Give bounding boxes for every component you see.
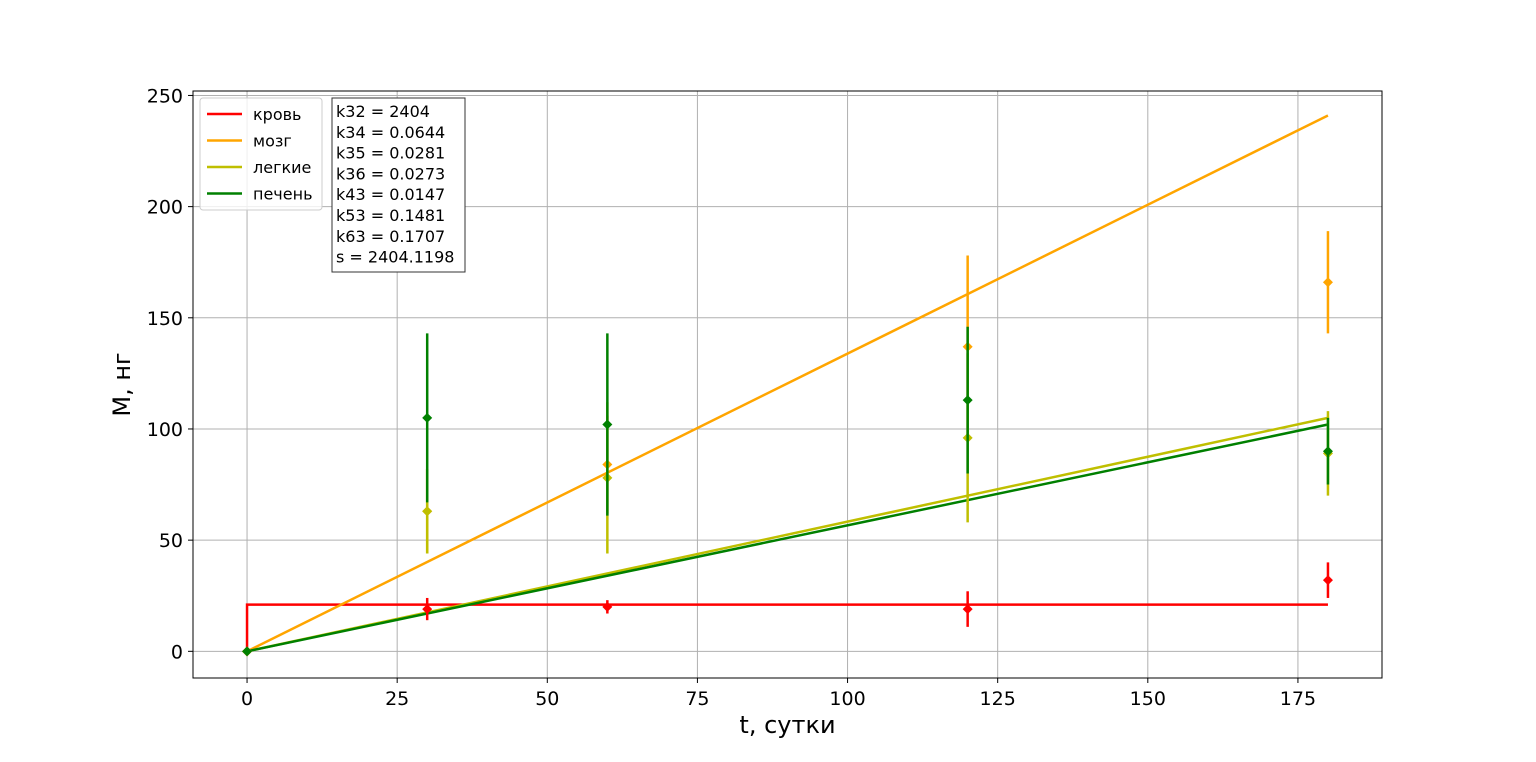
legend-label: кровь [253, 105, 301, 124]
grid [193, 91, 1382, 678]
data-point [242, 646, 253, 657]
x-tick-label: 150 [1130, 688, 1166, 710]
data-point [422, 506, 433, 517]
parameters-frame [331, 97, 466, 273]
data-point [602, 419, 613, 430]
parameter-text: k32 = 2404 [336, 102, 430, 121]
data-point [1322, 575, 1333, 586]
data-point [1322, 277, 1333, 288]
y-tick-label: 150 [147, 308, 183, 330]
x-tick-label: 75 [685, 688, 709, 710]
data-point [962, 604, 973, 615]
axis-ticks: 0 25 50 75 100 125 150 175 0 50 100 150 200 250 [147, 85, 1316, 710]
plot-frame [192, 90, 1383, 679]
parameter-text: k34 = 0.0644 [336, 123, 445, 142]
data-point [602, 601, 613, 612]
legend-label: мозг [253, 132, 292, 151]
y-tick-label: 50 [159, 530, 183, 552]
data-point [422, 412, 433, 423]
x-tick-label: 50 [535, 688, 559, 710]
y-axis-label: M, нг [108, 352, 136, 416]
x-axis-label: t, сутки [739, 711, 835, 739]
x-tick-label: 175 [1280, 688, 1316, 710]
parameter-text: k35 = 0.0281 [336, 144, 445, 163]
x-tick-label: 125 [980, 688, 1016, 710]
x-tick-label: 25 [385, 688, 409, 710]
data-point [962, 395, 973, 406]
x-tick-label: 0 [241, 688, 253, 710]
x-tick-label: 100 [829, 688, 865, 710]
parameter-text: k53 = 0.1481 [336, 206, 445, 225]
parameter-text: k43 = 0.0147 [336, 185, 445, 204]
y-tick-label: 100 [147, 419, 183, 441]
parameter-text: s = 2404.1198 [336, 248, 454, 267]
series-layer [242, 114, 1333, 657]
data-point [422, 604, 433, 615]
y-tick-label: 0 [171, 641, 183, 663]
series-line-1 [246, 114, 1329, 653]
legend: кровь мозг легкие печень [199, 97, 323, 211]
legend-label: легкие [253, 158, 311, 177]
data-point [1322, 446, 1333, 457]
y-tick-label: 250 [147, 85, 183, 107]
legend-frame [199, 97, 323, 211]
legend-label: печень [253, 185, 313, 204]
parameter-text: k36 = 0.0273 [336, 164, 445, 183]
parameter-text: k63 = 0.1707 [336, 227, 445, 246]
y-tick-label: 200 [147, 197, 183, 219]
